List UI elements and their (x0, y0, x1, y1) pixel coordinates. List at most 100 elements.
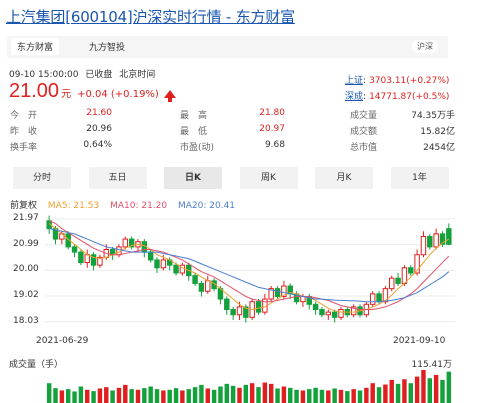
volume-bar (300, 390, 306, 403)
candle-body (97, 256, 103, 266)
adjust-label[interactable]: 前复权 (10, 201, 38, 211)
y-tick-label: 20.00 (13, 264, 39, 275)
volume-bar (218, 386, 223, 403)
volume-bar (186, 389, 191, 403)
candle-body (274, 288, 281, 297)
volume-bar (104, 387, 109, 403)
candle-body (312, 303, 319, 311)
price-row: 21.00 元 +0.04 (+0.19%) (9, 80, 176, 103)
stats-row: 昨 收 20.96 最 低 20.97 成交额 15.82亿 (10, 124, 455, 140)
volume-bar (110, 390, 115, 403)
volume-bar (338, 389, 344, 403)
candle-body (236, 306, 243, 316)
tab-jiufang[interactable]: 九方智投 (89, 43, 126, 53)
price-change: +0.04 (+0.19%) (77, 89, 159, 100)
volume-bar (135, 389, 141, 403)
index-shenzhen-value: 14771.87(+0.5%) (369, 92, 450, 102)
stat-value: 20.96 (86, 124, 112, 134)
current-price: 21.00 (9, 80, 60, 102)
page-title[interactable]: 上汽集团[600104]沪深实时行情 - 东方财富 (6, 8, 295, 26)
volume-bar (46, 383, 52, 403)
candlestick-chart[interactable] (0, 208, 500, 338)
volume-bar (129, 389, 134, 403)
volume-bar (307, 389, 312, 403)
volume-bar (408, 383, 413, 403)
volume-bar (256, 387, 261, 403)
candle-body (338, 309, 344, 318)
candle-body (395, 277, 401, 284)
index-shenzhen-link[interactable]: 深成 (345, 92, 364, 102)
index-shanghai: 上证: 3703.11(+0.27%) (345, 76, 450, 86)
volume-bar (180, 390, 185, 403)
stat-label: 成交量 (350, 111, 378, 121)
volume-bar (433, 374, 439, 403)
ma20-label: MA20: 20.41 (178, 201, 236, 211)
candle-body (427, 235, 433, 248)
candle-body (205, 280, 211, 292)
candle-body (331, 311, 338, 318)
volume-bar (351, 389, 356, 403)
index-shanghai-link[interactable]: 上证 (345, 76, 364, 86)
period-tab-0[interactable]: 分时 (13, 167, 71, 189)
candle-body (319, 309, 325, 316)
tab-eastmoney[interactable]: 东方财富 (11, 38, 60, 55)
candle-body (376, 293, 382, 303)
candle-body (439, 233, 446, 245)
volume-bar (345, 391, 350, 403)
volume-bar (440, 379, 445, 403)
stat-value: 0.64% (83, 140, 112, 150)
volume-bar (446, 371, 452, 403)
price-unit: 元 (61, 89, 72, 100)
volume-bar (78, 386, 84, 403)
y-tick-label: 19.02 (13, 289, 39, 300)
volume-bar (370, 383, 375, 403)
period-tab-1[interactable]: 五日 (88, 167, 147, 189)
quote-timestamp: 09-10 15:00:00 已收盘 北京时间 (9, 67, 159, 80)
volume-bar (85, 389, 90, 403)
y-tick-label: 20.99 (13, 238, 39, 249)
candle-body (414, 254, 420, 274)
volume-bar (142, 388, 147, 403)
x-label-start: 2021-06-29 (36, 336, 89, 346)
volume-bar (205, 388, 210, 403)
index-shanghai-value: 3703.11(+0.27%) (369, 76, 450, 86)
stats-table: 今 开 21.60 最 高 21.80 成交量 74.35万手昨 收 20.96 最 低 20.… (10, 108, 455, 156)
period-tab-4[interactable]: 月K (315, 167, 373, 189)
stat-value: 9.68 (264, 140, 285, 150)
index-shenzhen: 深成: 14771.87(+0.5%) (345, 92, 450, 102)
volume-bar (427, 378, 433, 403)
candle-body (408, 267, 414, 274)
volume-bar (376, 387, 382, 403)
ma20-line (49, 228, 450, 303)
volume-bar (414, 376, 420, 403)
volume-bar (53, 388, 58, 403)
candle-body (369, 293, 376, 305)
stat-label: 换手率 (10, 143, 38, 153)
volume-bar (224, 383, 230, 403)
volume-bar (230, 385, 236, 403)
quote-datetime: 09-10 15:00:00 (9, 70, 79, 80)
volume-bar (116, 387, 122, 403)
volume-bar (319, 389, 325, 403)
volume-bar (91, 391, 96, 403)
period-tab-5[interactable]: 1年 (390, 167, 449, 189)
volume-bar (97, 388, 103, 403)
stat-value: 21.60 (86, 108, 112, 118)
timezone-label: 北京时间 (119, 70, 156, 80)
volume-bar (59, 390, 65, 403)
stat-label: 最 低 (180, 127, 208, 137)
volume-title: 成交量（手） (9, 360, 64, 370)
candle-body (281, 285, 287, 297)
candle-body (446, 228, 452, 245)
stats-row: 换手率 0.64% 市盈(动) 9.68 总市值 2454亿 (10, 140, 455, 156)
ma10-label: MA10: 21.20 (110, 201, 168, 211)
volume-chart[interactable] (0, 366, 500, 403)
period-tab-2[interactable]: 日K (164, 167, 222, 189)
period-tab-3[interactable]: 周K (239, 167, 298, 189)
candle-body (255, 301, 262, 313)
period-tabs: 分时 五日 日K 周K 月K 1年 (13, 167, 450, 189)
stat-label: 总市值 (350, 143, 378, 153)
volume-bar (268, 383, 274, 403)
stat-label: 最 高 (180, 111, 208, 121)
volume-bar (332, 388, 337, 403)
